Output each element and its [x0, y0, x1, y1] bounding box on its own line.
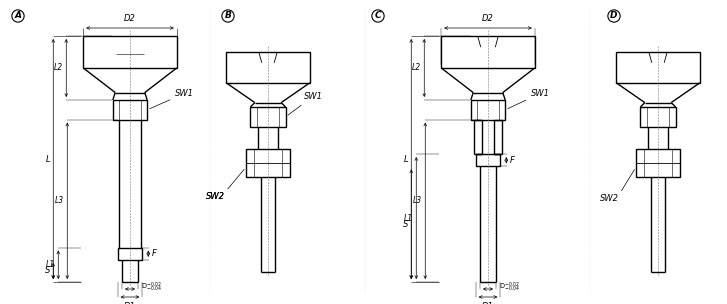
Text: L3: L3 [413, 196, 422, 205]
Text: SW1: SW1 [288, 92, 323, 115]
Text: F: F [151, 249, 156, 258]
Text: D1: D1 [124, 302, 136, 304]
Text: D: D [610, 12, 618, 20]
Bar [441, 36, 535, 68]
Text: L1: L1 [404, 213, 413, 223]
Bar [471, 100, 505, 120]
Bar [475, 154, 500, 166]
Text: S: S [45, 266, 50, 275]
Text: L: L [403, 154, 409, 164]
Bar [250, 107, 286, 127]
Text: D1: D1 [482, 302, 494, 304]
Text: F: F [510, 156, 514, 165]
Text: A: A [15, 12, 22, 20]
Bar [636, 149, 680, 178]
Text: D2: D2 [124, 14, 136, 23]
Bar [640, 107, 675, 127]
Text: S: S [403, 220, 409, 229]
Text: SW2: SW2 [206, 192, 225, 201]
Bar [246, 149, 290, 178]
Bar [226, 52, 310, 83]
Bar [118, 247, 142, 260]
Text: D2: D2 [482, 14, 494, 23]
Text: SW1: SW1 [507, 89, 550, 109]
Bar [616, 52, 700, 83]
Text: L2: L2 [412, 64, 421, 72]
Text: SW2: SW2 [600, 194, 619, 203]
Text: L2: L2 [54, 64, 63, 72]
Text: C: C [374, 12, 382, 20]
Text: B: B [225, 12, 231, 20]
Text: SW2: SW2 [206, 192, 225, 201]
Bar [84, 36, 177, 68]
Bar [113, 100, 148, 120]
Text: SW1: SW1 [150, 89, 194, 109]
Text: L3: L3 [55, 196, 64, 205]
Text: D$^{-0.02}_{-0.04}$: D$^{-0.02}_{-0.04}$ [141, 280, 162, 294]
Text: L: L [46, 154, 50, 164]
Text: D$^{-0.02}_{-0.04}$: D$^{-0.02}_{-0.04}$ [499, 280, 520, 294]
Text: L1: L1 [46, 260, 55, 269]
